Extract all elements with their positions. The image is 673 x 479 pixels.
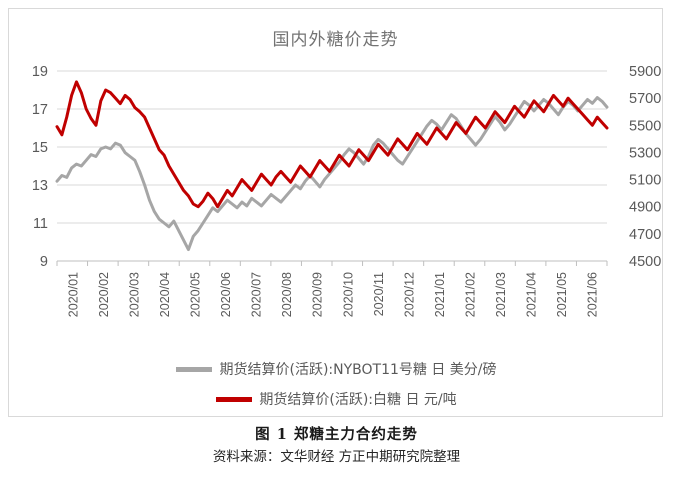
series-line-1 [55, 80, 609, 209]
x-axis-tick-label: 2021/04 [525, 272, 539, 317]
series-layer [55, 80, 609, 252]
x-axis-labels: 2020/01 2020/02 2020/03 2020/04 2020/05 2020/… [66, 272, 599, 317]
y-axis-left-tick-label: 11 [33, 216, 48, 232]
x-axis-tick-label: 2021/06 [586, 272, 600, 317]
y-axis-left-tick-label: 9 [40, 254, 48, 270]
x-axis-tick-label: 2020/10 [341, 272, 355, 317]
y-axis-right-tick-label: 4900 [629, 200, 661, 216]
plot-area: 9 11 13 15 17 19 4500 4700 4900 5100 5300 5500 5700… [9, 9, 664, 418]
x-axis-tick-label: 2020/04 [158, 272, 172, 317]
y-axis-right-tick-label: 5900 [629, 64, 661, 80]
x-axis-tick-label: 2020/11 [372, 272, 386, 316]
y-axis-left-labels: 9 11 13 15 17 19 [32, 64, 48, 270]
chart-legend: 期货结算价(活跃):NYBOT11号糖 日 美分/磅 期货结算价(活跃):白糖 … [9, 354, 664, 414]
legend-item-baitang: 期货结算价(活跃):白糖 日 元/吨 [9, 384, 664, 414]
x-axis-tick-label: 2020/01 [66, 272, 80, 317]
y-axis-right-tick-label: 4500 [629, 254, 661, 270]
y-axis-right-tick-label: 5700 [629, 91, 661, 107]
chart-card: 国内外糖价走势 9 11 13 15 17 19 4500 4700 4900 5100 5300… [8, 8, 663, 417]
y-axis-right-tick-label: 4700 [629, 227, 661, 243]
x-axis-tick-label: 2020/07 [250, 272, 264, 317]
chart-title: 国内外糖价走势 [272, 30, 399, 50]
y-axis-right-tick-label: 5100 [629, 173, 661, 189]
y-axis-right-tick-label: 5500 [629, 118, 661, 134]
legend-label-nybot11: 期货结算价(活跃):NYBOT11号糖 日 美分/磅 [219, 362, 497, 378]
x-axis-tick-label: 2020/08 [280, 272, 294, 317]
x-axis-tick-label: 2021/01 [433, 272, 447, 317]
legend-item-nybot11: 期货结算价(活跃):NYBOT11号糖 日 美分/磅 [9, 354, 664, 384]
x-axis-tick-label: 2021/05 [555, 272, 569, 317]
x-axis-tick-label: 2020/02 [97, 272, 111, 317]
figure-caption: 图 1 郑糖主力合约走势 资料来源：文华财经 方正中期研究院整理 [0, 424, 673, 468]
y-axis-right-tick-label: 5300 [629, 145, 661, 161]
x-axis-tick-label: 2020/12 [402, 272, 416, 317]
x-axis-tick-label: 2020/03 [127, 272, 141, 317]
legend-swatch-nybot11 [176, 366, 213, 372]
x-axis-tick-label: 2020/09 [311, 272, 325, 317]
axis-ticks [56, 261, 608, 266]
chart-svg: 9 11 13 15 17 19 4500 4700 4900 5100 5300 5500 5700… [32, 64, 661, 317]
y-axis-left-tick-label: 13 [32, 178, 48, 194]
y-axis-left-tick-label: 15 [32, 140, 48, 156]
x-axis-tick-label: 2021/03 [494, 272, 508, 317]
x-axis-tick-label: 2020/05 [189, 272, 203, 317]
y-axis-right-labels: 4500 4700 4900 5100 5300 5500 5700 5900 [629, 64, 661, 270]
x-axis-tick-label: 2020/06 [219, 272, 233, 317]
figure-caption-title: 图 1 郑糖主力合约走势 [255, 426, 418, 443]
legend-label-baitang: 期货结算价(活跃):白糖 日 元/吨 [259, 392, 457, 408]
y-axis-left-tick-label: 17 [32, 102, 48, 118]
legend-swatch-baitang [216, 396, 253, 402]
x-axis-tick-label: 2021/02 [464, 272, 478, 317]
y-axis-left-tick-label: 19 [32, 64, 48, 80]
series-line-0 [55, 96, 609, 252]
figure-caption-source: 资料来源：文华财经 方正中期研究院整理 [212, 449, 461, 465]
